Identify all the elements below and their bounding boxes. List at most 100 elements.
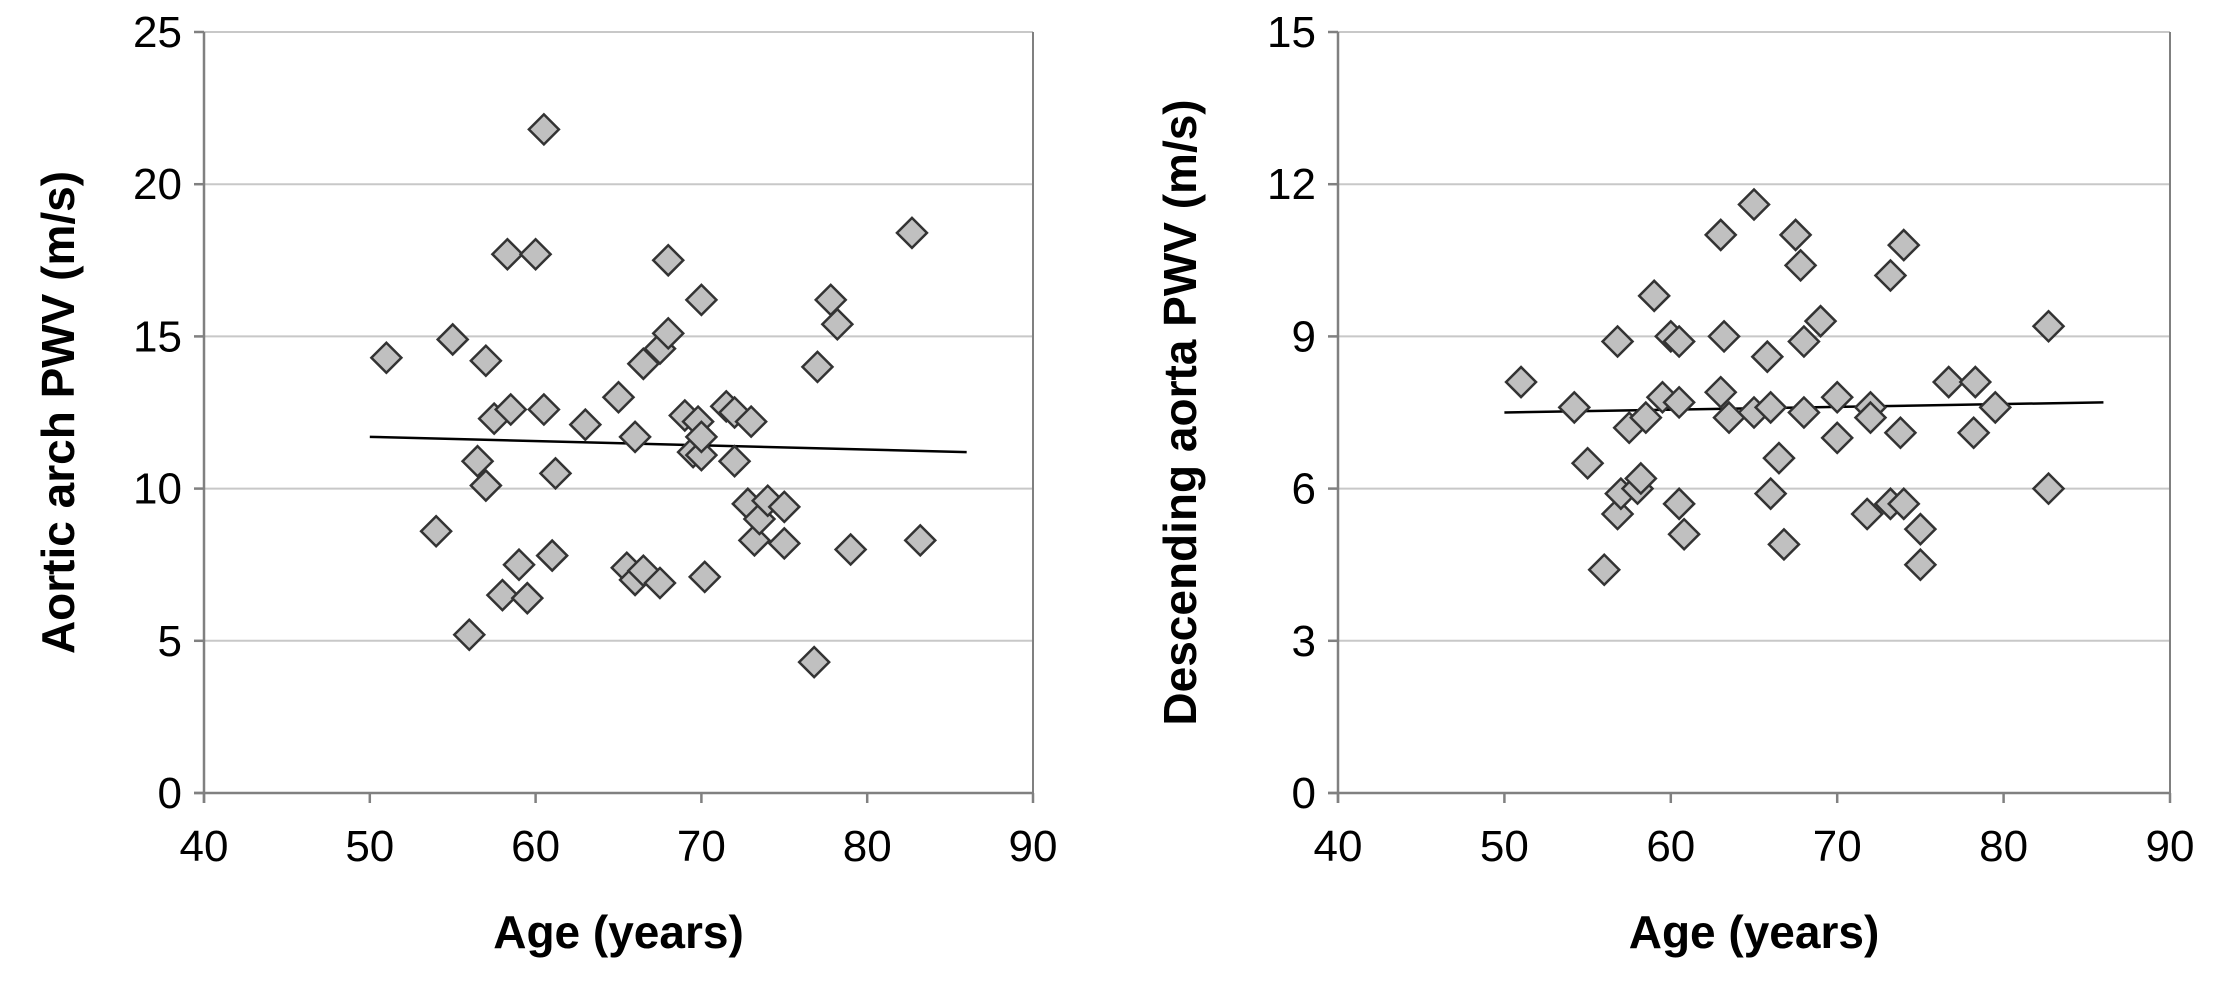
data-point-48 bbox=[813, 283, 848, 317]
data-point-45 bbox=[767, 526, 802, 561]
data-point-32 bbox=[1787, 395, 1821, 430]
data-point-14 bbox=[527, 392, 561, 427]
data-point-21 bbox=[618, 420, 652, 454]
data-point-11 bbox=[502, 547, 536, 582]
data-point-48 bbox=[1958, 365, 1993, 399]
data-point-24 bbox=[1750, 339, 1785, 374]
x-tick-label-80: 80 bbox=[1979, 822, 2028, 871]
x-tick-label-50: 50 bbox=[345, 822, 394, 871]
data-point-0 bbox=[369, 340, 404, 375]
data-point-5 bbox=[469, 343, 503, 378]
data-point-19 bbox=[1703, 375, 1738, 409]
data-point-18 bbox=[1703, 218, 1738, 252]
data-point-15 bbox=[1662, 385, 1696, 420]
data-point-36 bbox=[1850, 497, 1884, 531]
y-tick-label-25: 25 bbox=[133, 8, 182, 57]
y-tick-label-6: 6 bbox=[1292, 465, 1316, 514]
y-tick-label-15: 15 bbox=[1267, 8, 1316, 57]
data-point-38 bbox=[1853, 400, 1888, 435]
data-point-17 bbox=[538, 456, 573, 491]
aortic-arch-scatter-plot: 0 5 10 15 20 25 40 50 60 70 80 90 Age (years) Aortic … bbox=[32, 8, 1058, 958]
x-tick-label-60: 60 bbox=[511, 822, 560, 871]
data-point-0 bbox=[1504, 365, 1538, 399]
data-point-35 bbox=[687, 560, 722, 594]
data-point-11 bbox=[1637, 279, 1671, 313]
y-tick-label-20: 20 bbox=[133, 160, 182, 209]
data-point-51 bbox=[2031, 471, 2066, 506]
data-point-46 bbox=[1931, 365, 1966, 399]
x-tick-label-90: 90 bbox=[1009, 822, 1058, 871]
data-point-5 bbox=[1600, 497, 1635, 531]
x-tick-label-80: 80 bbox=[843, 822, 892, 871]
data-point-4 bbox=[1600, 324, 1635, 359]
data-point-31 bbox=[1787, 324, 1821, 359]
y-tick-label-12: 12 bbox=[1267, 160, 1316, 209]
data-point-9 bbox=[1624, 461, 1658, 496]
data-point-34 bbox=[684, 283, 719, 317]
data-point-16 bbox=[1662, 487, 1696, 521]
data-point-10 bbox=[1629, 400, 1663, 435]
y-tick-label-9: 9 bbox=[1292, 312, 1316, 361]
data-point-15 bbox=[527, 112, 561, 147]
data-point-12 bbox=[510, 581, 545, 615]
aortic-arch-chart: 0 5 10 15 20 25 40 50 60 70 80 90 Age (years) Aortic … bbox=[32, 8, 1058, 958]
data-point-27 bbox=[1762, 441, 1796, 475]
x-axis-title: Age (years) bbox=[493, 906, 744, 958]
data-point-8 bbox=[485, 578, 520, 612]
trendline bbox=[369, 435, 967, 454]
y-tick-label-0: 0 bbox=[158, 769, 182, 818]
x-tick-label-40: 40 bbox=[1314, 822, 1363, 871]
data-point-52 bbox=[903, 523, 938, 558]
data-point-42 bbox=[1886, 228, 1921, 262]
data-point-1 bbox=[419, 514, 453, 548]
data-point-16 bbox=[535, 538, 569, 573]
x-tick-label-70: 70 bbox=[1813, 822, 1862, 871]
data-point-19 bbox=[601, 380, 636, 415]
data-point-18 bbox=[568, 407, 603, 442]
data-point-21 bbox=[1712, 400, 1746, 435]
data-point-49 bbox=[1978, 390, 2013, 425]
data-point-10 bbox=[493, 392, 528, 427]
data-point-33 bbox=[684, 420, 719, 454]
x-tick-label-40: 40 bbox=[180, 822, 229, 871]
data-point-28 bbox=[1767, 527, 1801, 562]
data-point-45 bbox=[1903, 512, 1938, 546]
data-point-17 bbox=[1667, 517, 1701, 552]
x-axis-title: Age (years) bbox=[1629, 906, 1880, 958]
data-point-33 bbox=[1803, 304, 1838, 338]
data-point-20 bbox=[1707, 319, 1741, 354]
data-point-28 bbox=[651, 243, 686, 278]
data-point-3 bbox=[1587, 553, 1622, 587]
data-point-44 bbox=[1903, 547, 1938, 582]
data-point-47 bbox=[1956, 416, 1991, 450]
data-point-30 bbox=[1783, 248, 1818, 283]
data-point-43 bbox=[1886, 487, 1921, 521]
data-point-29 bbox=[1778, 218, 1813, 252]
data-point-41 bbox=[1883, 416, 1918, 450]
x-tick-label-70: 70 bbox=[677, 822, 726, 871]
data-point-39 bbox=[1873, 258, 1908, 293]
x-tick-label-50: 50 bbox=[1480, 822, 1529, 871]
data-point-2 bbox=[435, 322, 470, 357]
data-point-23 bbox=[626, 347, 661, 381]
data-point-3 bbox=[452, 617, 487, 652]
data-point-38 bbox=[717, 444, 752, 478]
y-tick-label-3: 3 bbox=[1292, 617, 1316, 666]
data-point-6 bbox=[469, 468, 503, 503]
y-axis-title: Descending aorta PWV (m/s) bbox=[1154, 99, 1206, 725]
data-point-50 bbox=[2031, 309, 2066, 344]
data-point-51 bbox=[895, 216, 929, 250]
data-point-47 bbox=[800, 350, 835, 384]
data-point-14 bbox=[1662, 324, 1696, 359]
data-point-49 bbox=[820, 307, 855, 341]
data-point-32 bbox=[684, 438, 719, 472]
data-point-2 bbox=[1570, 446, 1605, 481]
x-tick-label-90: 90 bbox=[2146, 822, 2195, 871]
data-point-22 bbox=[1737, 187, 1771, 222]
data-point-9 bbox=[490, 237, 525, 271]
data-point-1 bbox=[1557, 390, 1592, 425]
x-tick-label-60: 60 bbox=[1646, 822, 1695, 871]
data-point-40 bbox=[734, 404, 768, 439]
y-tick-label-0: 0 bbox=[1292, 769, 1316, 818]
descending-aorta-scatter-plot: 0 3 6 9 12 15 40 50 60 70 80 90 Age (years) Descendin… bbox=[1154, 8, 2195, 958]
